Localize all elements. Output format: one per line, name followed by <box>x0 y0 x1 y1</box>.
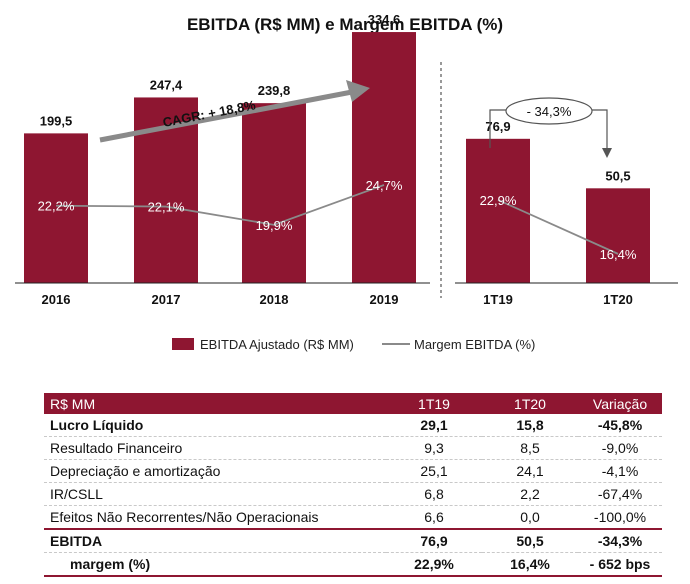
cell-1t20: 15,8 <box>482 414 578 437</box>
cell-1t19: 6,6 <box>386 505 482 530</box>
cell-variacao: -45,8% <box>578 414 662 437</box>
table-row-lucro-liquido: Lucro Líquido 29,1 15,8 -45,8% <box>44 414 662 437</box>
cell-1t19: 22,9% <box>386 552 482 577</box>
cell-variacao: -100,0% <box>578 505 662 530</box>
table-header-row: R$ MM 1T19 1T20 Variação <box>44 393 662 414</box>
variation-annotation: - 34,3% <box>527 104 572 119</box>
margin-line-quarter <box>497 199 619 255</box>
cell-label: EBITDA <box>44 528 386 553</box>
margin-line-annual <box>55 184 385 226</box>
cell-1t20: 2,2 <box>482 482 578 506</box>
bar-value-label-2019: 334,6 <box>368 12 401 27</box>
margin-label-1T20: 16,4% <box>600 247 637 262</box>
header-1t20: 1T20 <box>482 393 578 414</box>
cell-label: margem (%) <box>44 552 386 577</box>
cell-1t20: 0,0 <box>482 505 578 530</box>
cell-1t20: 24,1 <box>482 459 578 483</box>
bar-1T19 <box>466 138 530 283</box>
ebitda-chart: EBITDA (R$ MM) e Margem EBITDA (%) 199,5… <box>15 12 678 352</box>
margin-label-1T19: 22,9% <box>480 193 517 208</box>
bar-value-label-2017: 247,4 <box>150 77 183 92</box>
x-tick-label-2019: 2019 <box>370 292 399 307</box>
margin-label-2017: 22,1% <box>148 200 185 215</box>
table-row-efeitos-nao-recorrentes: Efeitos Não Recorrentes/Não Operacionais… <box>44 505 662 530</box>
x-tick-label-1T19: 1T19 <box>483 292 513 307</box>
cell-label: Resultado Financeiro <box>44 436 386 460</box>
cell-label: Efeitos Não Recorrentes/Não Operacionais <box>44 505 386 530</box>
legend: EBITDA Ajustado (R$ MM) Margem EBITDA (%… <box>172 337 535 352</box>
cagr-arrow-icon <box>99 80 370 143</box>
bar-value-label-2016: 199,5 <box>40 113 73 128</box>
cell-variacao: -9,0% <box>578 436 662 460</box>
table-row-resultado-financeiro: Resultado Financeiro 9,3 8,5 -9,0% <box>44 436 662 460</box>
cell-1t19: 6,8 <box>386 482 482 506</box>
variation-bracket-icon <box>489 97 612 158</box>
cell-label: Depreciação e amortização <box>44 459 386 483</box>
bar-value-label-1T19: 76,9 <box>485 119 510 134</box>
cell-1t20: 50,5 <box>482 528 578 553</box>
x-tick-label-2017: 2017 <box>152 292 181 307</box>
cell-variacao: - 652 bps <box>578 552 662 577</box>
margin-label-2018: 19,9% <box>256 218 293 233</box>
margin-label-2016: 22,2% <box>38 199 75 214</box>
header-1t19: 1T19 <box>386 393 482 414</box>
bar-2018 <box>242 103 306 284</box>
bar-1T20 <box>586 188 650 283</box>
cell-1t19: 76,9 <box>386 528 482 553</box>
x-tick-label-2016: 2016 <box>42 292 71 307</box>
legend-bar-swatch <box>172 338 194 350</box>
bar-value-label-1T20: 50,5 <box>605 168 630 183</box>
cell-variacao: -67,4% <box>578 482 662 506</box>
x-tick-label-2018: 2018 <box>260 292 289 307</box>
cell-variacao: -34,3% <box>578 528 662 553</box>
bar-value-label-2018: 239,8 <box>258 83 291 98</box>
table-row-depreciacao: Depreciação e amortização 25,1 24,1 -4,1… <box>44 459 662 483</box>
cell-label: Lucro Líquido <box>44 414 386 437</box>
table-row-ir-csll: IR/CSLL 6,8 2,2 -67,4% <box>44 482 662 506</box>
cell-label: IR/CSLL <box>44 482 386 506</box>
cell-1t20: 16,4% <box>482 552 578 577</box>
chart-title: EBITDA (R$ MM) e Margem EBITDA (%) <box>187 15 503 34</box>
margin-label-2019: 24,7% <box>366 178 403 193</box>
bar-2016 <box>24 133 88 283</box>
cell-1t19: 29,1 <box>386 414 482 437</box>
header-rs-mm: R$ MM <box>44 393 386 414</box>
x-tick-label-1T20: 1T20 <box>603 292 633 307</box>
cell-1t19: 25,1 <box>386 459 482 483</box>
table-row-ebitda: EBITDA 76,9 50,5 -34,3% <box>44 528 662 553</box>
cell-1t19: 9,3 <box>386 436 482 460</box>
table-row-margem: margem (%) 22,9% 16,4% - 652 bps <box>44 552 662 577</box>
cell-1t20: 8,5 <box>482 436 578 460</box>
legend-bar-label: EBITDA Ajustado (R$ MM) <box>200 337 354 352</box>
cell-variacao: -4,1% <box>578 459 662 483</box>
header-variacao: Variação <box>578 393 662 414</box>
legend-line-label: Margem EBITDA (%) <box>414 337 535 352</box>
bar-2019 <box>352 32 416 283</box>
ebitda-reconciliation-table: R$ MM 1T19 1T20 Variação Lucro Líquido 2… <box>44 393 662 577</box>
